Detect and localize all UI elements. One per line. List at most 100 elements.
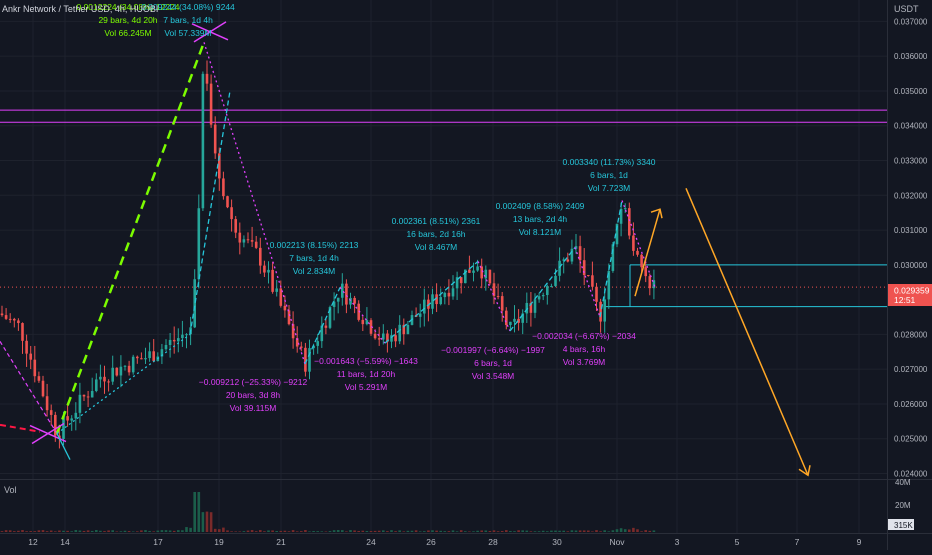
- zigzag-down-line[interactable]: [339, 287, 386, 344]
- volume-bar: [189, 527, 192, 532]
- pivot-cross-marker[interactable]: [193, 21, 227, 43]
- time-tick-label: 30: [552, 537, 562, 547]
- drawings[interactable]: [0, 21, 811, 477]
- candle: [74, 402, 78, 431]
- pivot-cross-marker[interactable]: [31, 422, 65, 445]
- zigzag-up-line[interactable]: [384, 260, 479, 344]
- volume-bar: [29, 531, 32, 532]
- volume-bar: [500, 530, 504, 532]
- candle: [152, 339, 155, 363]
- volume-bar: [144, 530, 147, 532]
- zigzag-down-line[interactable]: [621, 200, 656, 288]
- candle: [566, 252, 570, 263]
- orange-down-arrowhead[interactable]: [798, 465, 811, 477]
- zigzag-up-line[interactable]: [599, 200, 623, 318]
- candle: [505, 307, 508, 330]
- pivot-tail-line[interactable]: [56, 433, 71, 460]
- volume-bar: [86, 530, 90, 532]
- volume-bar: [365, 530, 369, 532]
- volume-bar: [181, 530, 184, 532]
- orange-down-arrow[interactable]: [685, 188, 809, 476]
- candle: [197, 194, 201, 289]
- volume-bar: [431, 530, 434, 532]
- candle: [324, 318, 328, 335]
- price-axis[interactable]: 0.037000 0.036000 0.035000 0.034000 0.033000…: [894, 17, 928, 478]
- price-tick-label: 0.034000: [894, 122, 928, 131]
- time-tick-label: 26: [426, 537, 436, 547]
- candle: [423, 288, 426, 327]
- candle: [287, 305, 291, 326]
- volume-bar: [349, 530, 352, 532]
- volume-bar: [4, 530, 8, 532]
- candle: [164, 339, 168, 351]
- volume-bar: [591, 531, 594, 532]
- candle: [111, 355, 114, 385]
- candle: [160, 343, 164, 365]
- candle: [377, 326, 381, 346]
- volume-bar: [119, 531, 123, 532]
- candle: [246, 232, 250, 244]
- candle: [439, 288, 442, 306]
- candle: [591, 261, 594, 291]
- volume-bar: [423, 531, 426, 532]
- volume-bar: [398, 530, 401, 532]
- green-dashed-line[interactable]: [55, 41, 206, 434]
- horizontal-levels[interactable]: [0, 109, 887, 308]
- candle: [291, 311, 295, 349]
- volume-bar: [468, 531, 471, 532]
- volume-bar: [525, 530, 529, 532]
- zigzag-up-line[interactable]: [304, 287, 341, 365]
- candle: [201, 71, 205, 212]
- candle: [263, 260, 266, 278]
- volume-bar: [295, 531, 299, 532]
- candle: [623, 203, 627, 213]
- volume-bar: [623, 529, 627, 532]
- annotation-line: 13 bars, 2d 4h: [513, 214, 568, 224]
- volume-bar: [394, 531, 397, 532]
- volume-bar: [496, 531, 500, 532]
- annotation-line: Vol 3.769M: [563, 357, 606, 367]
- time-axis[interactable]: 12 14 17 19 21 24 26 28 Nov 3 5 7 9 30: [28, 537, 861, 547]
- candles: [0, 60, 656, 449]
- candle: [562, 257, 565, 274]
- zigzag-up-line[interactable]: [509, 247, 576, 332]
- anno-down-3: −0.001997 (−6.64%) −1997 6 bars, 1d Vol 3.…: [441, 345, 545, 381]
- candle: [119, 355, 123, 388]
- volume-bar: [185, 527, 188, 532]
- volume-bar: [99, 530, 102, 532]
- candle: [144, 347, 147, 364]
- volume-bar: [152, 531, 155, 532]
- volume-bar: [459, 530, 463, 532]
- volume-bar: [652, 530, 656, 532]
- price-tick-label: 0.028000: [894, 330, 928, 339]
- time-tick-label: 19: [214, 537, 224, 547]
- red-dashed-line[interactable]: [0, 423, 41, 433]
- volume-bar: [0, 531, 4, 532]
- volume-bar: [41, 530, 45, 532]
- time-tick-label: 24: [366, 537, 376, 547]
- volume-bar: [287, 531, 291, 532]
- volume-bar: [230, 531, 233, 532]
- candle: [8, 313, 12, 323]
- annotation-line: Vol 2.834M: [293, 266, 336, 276]
- candle: [443, 291, 447, 305]
- orange-up-arrow[interactable]: [634, 208, 661, 297]
- volume-bar: [357, 531, 360, 532]
- cyan-dashed-line[interactable]: [189, 90, 231, 335]
- volume-bar: [111, 530, 114, 532]
- candle: [17, 318, 20, 331]
- orange-up-arrowhead[interactable]: [650, 208, 663, 219]
- candle: [390, 329, 393, 349]
- zigzag-down-line[interactable]: [574, 247, 601, 318]
- volume-bar: [369, 531, 373, 532]
- volume-bar: [386, 531, 389, 532]
- price-tick-label: 0.037000: [894, 17, 928, 26]
- zigzag-down-line[interactable]: [203, 42, 306, 365]
- candle: [127, 360, 131, 376]
- candle: [484, 265, 488, 291]
- time-tick-label: 12: [28, 537, 38, 547]
- price-tick-label: 0.033000: [894, 157, 928, 166]
- candle: [95, 373, 98, 393]
